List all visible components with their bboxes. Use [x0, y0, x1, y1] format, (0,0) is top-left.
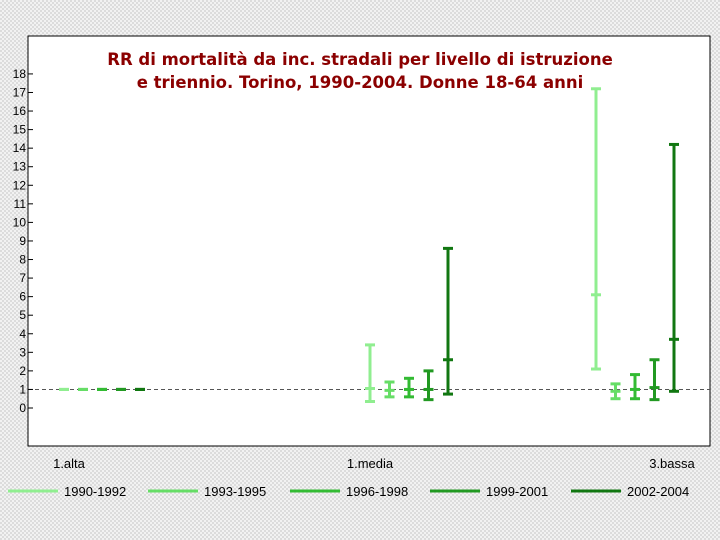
- y-tick-label: 17: [13, 85, 27, 99]
- error-bars: [59, 87, 679, 404]
- y-tick-label: 4: [19, 327, 26, 341]
- y-tick-label: 16: [13, 104, 27, 118]
- y-tick-label: 9: [19, 234, 26, 248]
- error-bar: [404, 376, 414, 399]
- y-tick-label: 1: [19, 382, 26, 396]
- legend-label: 1993-1995: [204, 484, 266, 499]
- chart-title-line-1: RR di mortalità da inc. stradali per liv…: [107, 50, 613, 69]
- legend-label: 1990-1992: [64, 484, 126, 499]
- y-tick-label: 0: [19, 401, 26, 415]
- error-bar: [384, 380, 395, 399]
- y-tick-label: 7: [19, 271, 26, 285]
- error-bar: [630, 373, 640, 401]
- error-bar: [443, 246, 453, 396]
- error-bar: [610, 382, 621, 401]
- y-tick-label: 5: [19, 308, 26, 322]
- x-tick-label: 1.media: [347, 456, 394, 471]
- y-tick-label: 14: [13, 141, 27, 155]
- y-tick-label: 18: [13, 67, 27, 81]
- y-tick-label: 2: [19, 364, 26, 378]
- x-tick-label: 3.bassa: [649, 456, 695, 471]
- y-tick-label: 15: [13, 123, 27, 137]
- chart-title-line-2: e triennio. Torino, 1990-2004. Donne 18-…: [137, 73, 584, 92]
- y-tick-label: 12: [13, 178, 27, 192]
- error-bar: [669, 142, 679, 393]
- legend-label: 1996-1998: [346, 484, 408, 499]
- y-tick-label: 11: [14, 197, 27, 211]
- error-bar: [649, 358, 660, 402]
- x-tick-label: 1.alta: [53, 456, 86, 471]
- y-tick-label: 6: [19, 290, 26, 304]
- x-axis: 1.alta 1.media 3.bassa: [53, 456, 695, 471]
- y-tick-label: 8: [19, 253, 26, 267]
- error-bar: [365, 343, 375, 404]
- y-tick-label: 10: [13, 215, 27, 229]
- error-bar: [591, 87, 601, 371]
- legend: 1990-1992 1993-1995 1996-1998 1999-2001 2002…: [8, 484, 689, 499]
- y-tick-label: 3: [19, 345, 26, 359]
- legend-label: 2002-2004: [627, 484, 689, 499]
- error-bar: [423, 369, 434, 402]
- legend-label: 1999-2001: [486, 484, 548, 499]
- y-tick-label: 13: [13, 160, 27, 174]
